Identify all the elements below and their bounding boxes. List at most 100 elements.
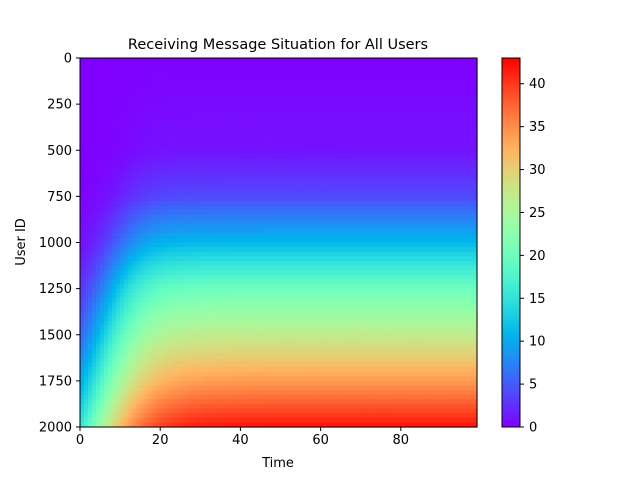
heatmap-cell [242,205,248,211]
heatmap-cell [171,122,176,128]
heatmap-cell [155,196,160,202]
heatmap-cell [461,284,466,290]
heatmap-cell [199,141,204,147]
heatmap-cell [250,104,256,110]
heatmap-cell [465,76,470,82]
heatmap-cell [195,270,200,276]
heatmap-cell [127,260,133,267]
heatmap-cell [290,205,295,211]
heatmap-cell [298,265,303,271]
heatmap-cell [365,62,371,68]
heatmap-cell [469,71,474,78]
heatmap-cell [155,187,160,193]
heatmap-cell [421,104,426,110]
heatmap-cell [298,58,303,64]
heatmap-cell [163,154,168,161]
heatmap-cell [203,81,208,87]
heatmap-cell [203,141,208,147]
heatmap-cell [266,279,272,285]
heatmap-cell [397,219,403,225]
heatmap-cell [377,154,383,161]
heatmap-cell [175,191,180,197]
heatmap-cell [405,210,411,216]
heatmap-cell [453,191,458,197]
heatmap-cell [318,71,323,78]
heatmap-cell [147,228,153,234]
heatmap-cell [199,274,204,280]
heatmap-cell [107,76,113,82]
heatmap-cell [326,141,331,147]
heatmap-cell [242,173,248,179]
heatmap-cell [222,173,228,179]
heatmap-cell [254,265,260,271]
heatmap-cell [250,265,256,271]
heatmap-cell [274,284,280,290]
heatmap-cell [230,99,236,105]
heatmap-cell [334,99,339,105]
heatmap-cell [139,90,145,96]
heatmap-cell [163,141,168,147]
heatmap-cell [453,224,458,230]
heatmap-cell [80,237,85,244]
heatmap-cell [334,81,339,87]
heatmap-cell [314,265,319,271]
heatmap-cell [349,168,355,174]
heatmap-cell [334,122,339,128]
heatmap-cell [179,150,184,156]
heatmap-cell [143,71,149,78]
heatmap-cell [87,187,93,193]
heatmap-cell [155,233,160,239]
heatmap-cell [417,168,423,174]
heatmap-cell [111,85,117,91]
heatmap-cell [83,71,89,78]
heatmap-cell [445,196,450,202]
heatmap-cell [203,71,208,78]
heatmap-cell [322,284,327,290]
heatmap-cell [353,127,359,133]
heatmap-cell [298,187,303,193]
heatmap-cell [258,58,264,64]
heatmap-cell [218,260,224,267]
heatmap-cell [95,200,101,207]
heatmap-cell [298,141,303,147]
heatmap-cell [433,67,438,73]
heatmap-cell [413,145,419,151]
heatmap-cell [369,224,375,230]
heatmap-cell [373,154,379,161]
heatmap-cell [453,90,458,96]
heatmap-cell [413,177,419,184]
heatmap-cell [302,191,307,197]
heatmap-cell [143,237,149,244]
heatmap-cell [91,168,97,174]
heatmap-cell [294,228,299,234]
heatmap-cell [282,224,288,230]
heatmap-cell [222,214,228,221]
heatmap-cell [131,90,137,96]
heatmap-cell [469,274,474,280]
heatmap-cell [226,145,232,151]
heatmap-cell [266,67,272,73]
heatmap-cell [345,265,351,271]
heatmap-cell [326,210,331,216]
heatmap-cell [87,145,93,151]
heatmap-cell [457,168,462,174]
heatmap-cell [99,62,105,68]
heatmap-cell [119,127,125,133]
heatmap-cell [135,228,141,234]
heatmap-cell [83,150,89,156]
heatmap-cell [421,237,426,244]
heatmap-cell [326,62,331,68]
heatmap-cell [99,154,105,161]
heatmap-cell [465,274,470,280]
heatmap-cell [226,270,232,276]
heatmap-cell [135,104,141,110]
heatmap-cell [143,256,149,262]
heatmap-cell [433,90,438,96]
heatmap-cell [302,122,307,128]
heatmap-cell [409,279,415,285]
heatmap-cell [254,251,260,257]
heatmap-cell [361,150,367,156]
heatmap-cell [238,224,244,230]
heatmap-cell [298,242,303,248]
heatmap-cell [429,237,434,244]
